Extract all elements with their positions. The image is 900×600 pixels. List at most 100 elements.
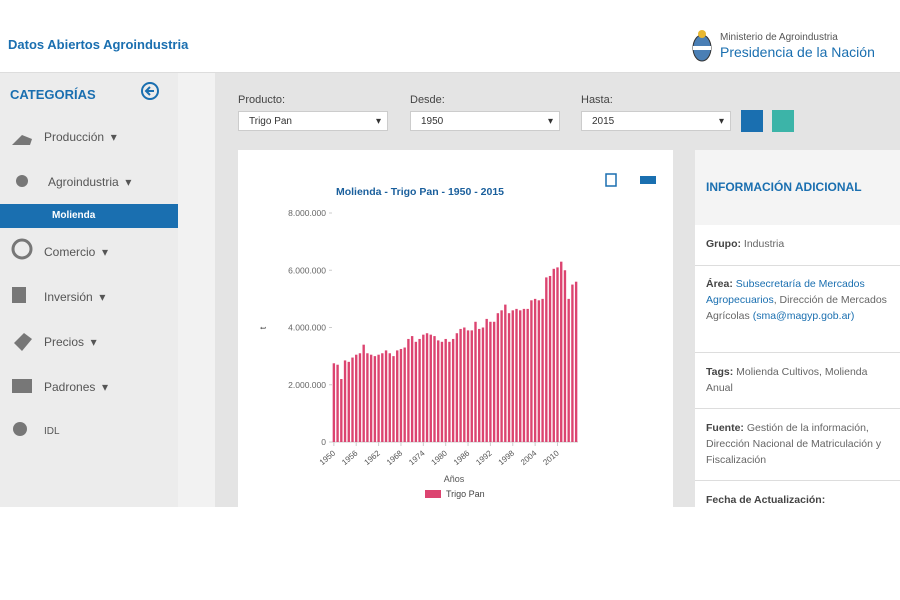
bar <box>418 338 421 442</box>
chart-title: Molienda - Trigo Pan - 1950 - 2015 <box>336 186 504 198</box>
bar <box>545 277 548 442</box>
bar <box>362 344 365 442</box>
bar <box>466 330 470 442</box>
x-tick-label: 1962 <box>362 448 382 467</box>
bar <box>444 338 447 442</box>
filter-label: Desde: <box>410 94 445 106</box>
bar <box>470 330 473 442</box>
bar <box>369 354 373 442</box>
bar <box>422 334 425 442</box>
menu-item[interactable]: Padrones ▾ <box>44 380 109 394</box>
bar <box>437 340 440 442</box>
bar <box>485 318 488 442</box>
info-area: Área: Subsecretaría de Mercados Agropecu… <box>706 278 887 322</box>
bar <box>530 300 533 442</box>
active-item[interactable]: Molienda <box>0 204 178 228</box>
menu-item[interactable]: Precios ▾ <box>44 335 97 349</box>
x-tick-label: 2010 <box>541 448 561 467</box>
separator <box>695 408 900 409</box>
x-tick-label: 1950 <box>318 448 338 467</box>
bar <box>563 270 567 442</box>
sidebar-title: CATEGORÍAS <box>10 87 96 102</box>
chart: Molienda - Trigo Pan - 1950 - 2015 Años … <box>258 173 656 499</box>
bar <box>399 348 403 442</box>
bar <box>474 321 477 442</box>
from-select[interactable]: 1950 <box>410 111 560 132</box>
menu-item[interactable]: Inversión ▾ <box>44 290 106 304</box>
x-tick-label: 2004 <box>519 448 539 467</box>
bar <box>429 334 432 442</box>
menu-subitem[interactable]: Molienda <box>52 210 96 221</box>
product-select[interactable]: Trigo Pan <box>238 111 388 132</box>
menu-item[interactable]: IDL <box>44 426 60 437</box>
email-link[interactable]: (sma@magyp.gob.ar) <box>752 310 855 322</box>
bar <box>358 353 362 442</box>
header: Datos Abiertos Agroindustria Ministerio … <box>0 0 900 73</box>
bar <box>515 308 518 442</box>
bar <box>396 350 399 442</box>
bar <box>377 354 380 442</box>
bar <box>448 341 451 442</box>
bar <box>410 336 414 442</box>
info-header <box>695 150 900 225</box>
bar <box>489 321 492 442</box>
view-button[interactable] <box>741 110 763 132</box>
bar <box>440 341 444 442</box>
x-tick-label: 1998 <box>497 448 517 467</box>
gutter <box>178 73 215 507</box>
info-tags: Tags: Molienda Cultivos, Molienda Anual <box>706 366 868 394</box>
x-tick-label: 1974 <box>407 448 427 467</box>
y-tick-label: 0 <box>321 437 326 447</box>
info-title: INFORMACIÓN ADICIONAL <box>706 180 862 194</box>
x-axis-label: Años <box>444 474 465 484</box>
bar <box>332 363 336 442</box>
x-tick-label: 1968 <box>385 448 405 467</box>
x-tick-label: 1992 <box>474 448 494 467</box>
bar <box>504 304 507 442</box>
coat-of-arms <box>692 30 712 62</box>
bar <box>552 268 555 442</box>
bar <box>574 281 578 442</box>
x-tick-label: 1956 <box>340 448 360 467</box>
info-source: Fuente: Gestión de la información, Direc… <box>706 422 882 466</box>
collapse-button[interactable] <box>140 81 160 101</box>
bar <box>478 328 481 442</box>
bar <box>366 353 369 442</box>
bar <box>481 327 485 442</box>
bar <box>392 356 395 442</box>
print-icon[interactable] <box>640 176 656 184</box>
menu-icons <box>11 135 33 436</box>
area-link[interactable]: Subsecretaría de Mercados Agropecuarios <box>706 278 865 306</box>
bar <box>511 310 514 442</box>
separator <box>695 265 900 266</box>
to-select[interactable]: 2015 <box>581 111 731 132</box>
menu-item[interactable]: Agroindustria ▾ <box>48 175 132 189</box>
download-button[interactable] <box>772 110 794 132</box>
info-group: Grupo: Industria <box>706 238 785 250</box>
bar <box>355 354 358 442</box>
bar <box>381 353 384 442</box>
legend-swatch <box>425 490 441 498</box>
bar <box>507 313 511 442</box>
x-tick-label: 1980 <box>430 448 450 467</box>
image-export-icon[interactable] <box>605 173 617 187</box>
bar <box>537 300 541 442</box>
y-tick-label: 4.000.000 <box>288 323 326 333</box>
menu-item[interactable]: Comercio ▾ <box>44 245 109 259</box>
bar <box>343 360 347 442</box>
bar <box>433 336 436 442</box>
bar <box>403 347 406 442</box>
y-tick-label: 2.000.000 <box>288 380 326 390</box>
bar <box>519 310 522 442</box>
bar <box>347 361 350 442</box>
x-tick-label: 1986 <box>452 448 472 467</box>
presidency: Presidencia de la Nación <box>720 44 875 60</box>
bar <box>388 353 391 442</box>
bar <box>500 310 503 442</box>
bar <box>425 333 429 442</box>
menu-item[interactable]: Producción ▾ <box>44 130 117 144</box>
site-title[interactable]: Datos Abiertos Agroindustria <box>8 37 189 52</box>
bar <box>384 350 388 442</box>
bar <box>414 341 418 442</box>
